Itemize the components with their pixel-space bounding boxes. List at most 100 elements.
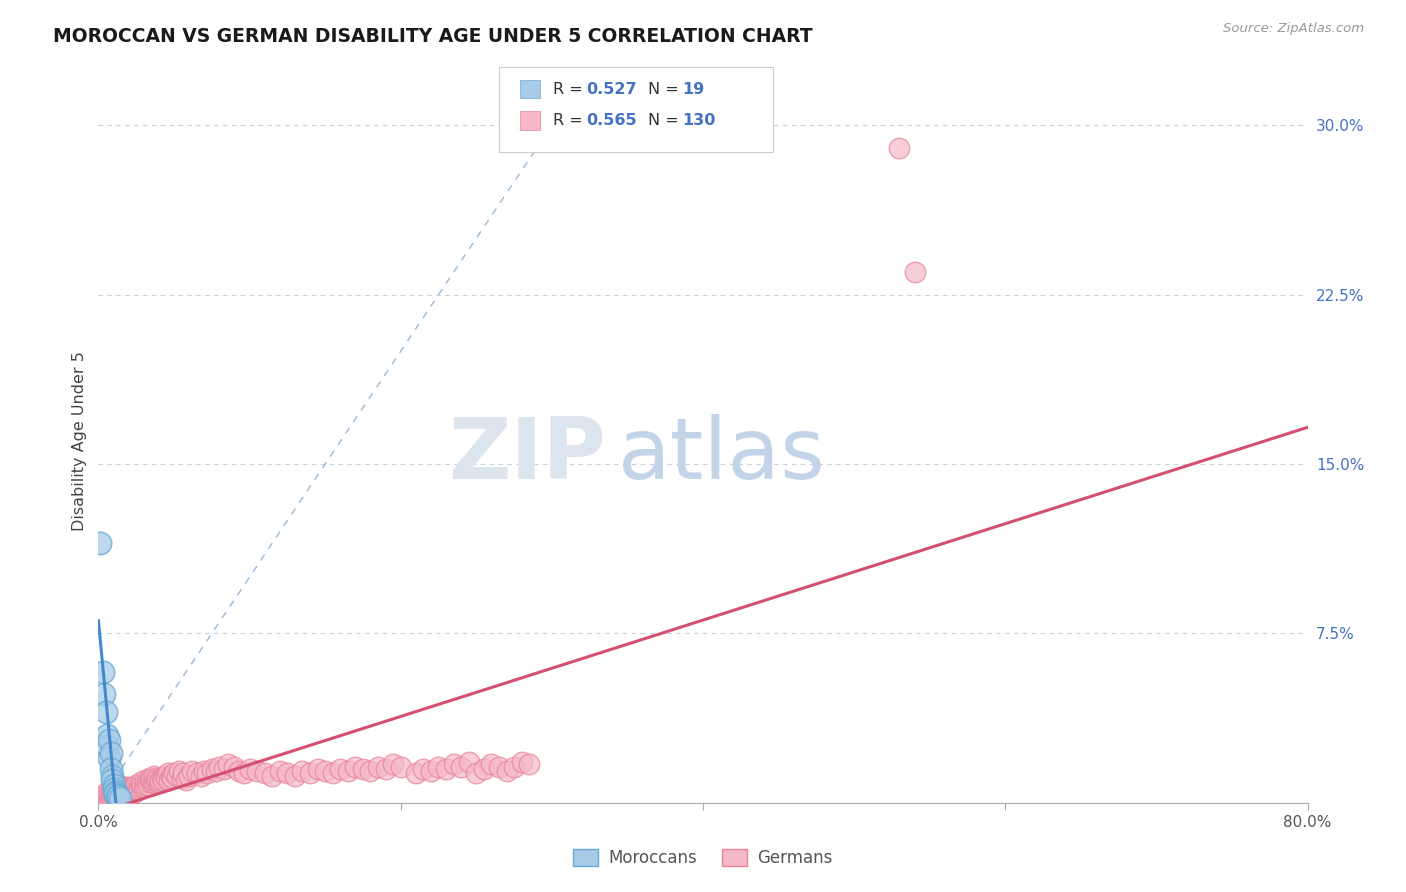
Point: [107, 787, 129, 801]
Point: [367, 760, 389, 774]
Point: [190, 769, 212, 783]
Point: [142, 775, 165, 789]
Text: atlas: atlas: [619, 415, 827, 498]
Point: [93, 789, 115, 803]
Point: [246, 764, 269, 779]
Point: [160, 769, 183, 783]
Point: [125, 778, 148, 792]
Point: [149, 773, 172, 788]
Point: [107, 789, 129, 803]
Point: [166, 769, 188, 783]
Point: [389, 760, 412, 774]
Point: [118, 789, 141, 803]
Point: [262, 769, 284, 783]
Point: [127, 780, 149, 794]
Point: [96, 728, 118, 742]
Point: [314, 764, 336, 779]
Point: [103, 784, 125, 798]
Point: [96, 784, 118, 798]
Point: [134, 778, 156, 792]
Point: [163, 766, 186, 780]
Point: [96, 789, 118, 803]
Point: [488, 760, 510, 774]
Text: 130: 130: [682, 113, 716, 128]
Point: [98, 750, 121, 764]
Legend: Moroccans, Germans: Moroccans, Germans: [567, 842, 839, 874]
Text: N =: N =: [648, 113, 685, 128]
Point: [299, 766, 322, 780]
Point: [96, 739, 118, 754]
Point: [352, 762, 374, 776]
Point: [145, 771, 167, 785]
Point: [291, 764, 314, 779]
Point: [904, 265, 927, 279]
Point: [217, 757, 239, 772]
Point: [329, 762, 352, 776]
Point: [103, 778, 125, 792]
Point: [104, 787, 127, 801]
Point: [121, 784, 143, 798]
Point: [253, 766, 276, 780]
Point: [101, 791, 124, 805]
Point: [129, 780, 152, 794]
Point: [412, 762, 434, 776]
Point: [307, 762, 329, 776]
Point: [172, 766, 194, 780]
Point: [148, 775, 170, 789]
Point: [108, 780, 131, 794]
Point: [103, 789, 125, 803]
Point: [110, 782, 132, 797]
Point: [141, 773, 163, 788]
Text: Source: ZipAtlas.com: Source: ZipAtlas.com: [1223, 22, 1364, 36]
Point: [450, 760, 472, 774]
Point: [112, 787, 135, 801]
Point: [135, 775, 157, 789]
Point: [162, 771, 184, 785]
Point: [131, 778, 153, 792]
Point: [110, 787, 132, 801]
Point: [100, 789, 122, 803]
Point: [427, 760, 450, 774]
Point: [93, 793, 115, 807]
Point: [181, 764, 204, 779]
Text: ZIP: ZIP: [449, 415, 606, 498]
Point: [495, 764, 517, 779]
Text: 0.565: 0.565: [586, 113, 637, 128]
Point: [186, 766, 208, 780]
Point: [382, 757, 405, 772]
Point: [195, 766, 218, 780]
Point: [101, 773, 124, 788]
Point: [101, 769, 124, 783]
Point: [344, 760, 367, 774]
Point: [517, 757, 540, 772]
Text: R =: R =: [553, 82, 588, 96]
Point: [104, 784, 127, 798]
Point: [276, 766, 298, 780]
Point: [139, 775, 162, 789]
Point: [98, 791, 121, 805]
Point: [170, 771, 193, 785]
Point: [94, 706, 117, 720]
Point: [105, 789, 128, 803]
Point: [193, 764, 215, 779]
Point: [104, 787, 127, 801]
Point: [420, 764, 443, 779]
Point: [94, 791, 117, 805]
Point: [128, 782, 150, 797]
Point: [134, 773, 156, 788]
Point: [89, 536, 111, 550]
Point: [114, 784, 136, 798]
Point: [124, 784, 146, 798]
Point: [146, 773, 169, 788]
Point: [239, 762, 262, 776]
Point: [201, 762, 224, 776]
Point: [156, 766, 179, 780]
Point: [114, 780, 136, 794]
Point: [100, 784, 122, 798]
Point: [94, 787, 117, 801]
Text: 0.527: 0.527: [586, 82, 637, 96]
Point: [111, 784, 134, 798]
Point: [208, 760, 231, 774]
Point: [228, 764, 250, 779]
Point: [91, 665, 114, 679]
